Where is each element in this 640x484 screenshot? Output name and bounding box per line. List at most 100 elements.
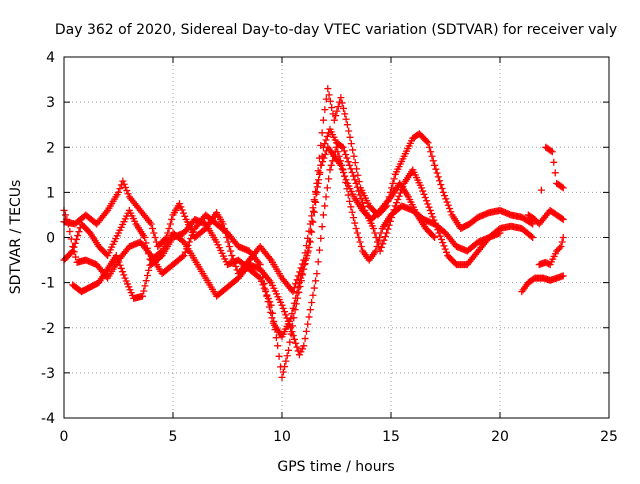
data-point (323, 132, 331, 140)
data-point (185, 238, 193, 246)
data-point (438, 185, 446, 193)
data-point (446, 204, 454, 212)
data-point (350, 214, 358, 222)
data-point (141, 234, 149, 241)
data-point (357, 243, 365, 251)
data-point (343, 154, 351, 162)
data-point (373, 243, 381, 251)
data-point (353, 183, 361, 191)
data-point (75, 228, 83, 236)
data-point (306, 238, 314, 246)
data-point (347, 165, 355, 173)
data-point (332, 112, 340, 120)
data-point (119, 268, 127, 276)
y-tick-label: -2 (41, 321, 55, 337)
data-point (432, 165, 440, 173)
data-point (424, 139, 432, 147)
data-point (311, 197, 319, 205)
series-track-h (542, 143, 567, 192)
data-point (309, 218, 317, 226)
data-point (302, 256, 310, 264)
data-point (180, 252, 188, 260)
data-point (288, 328, 296, 336)
data-point (147, 220, 155, 228)
data-point (308, 298, 316, 306)
data-point (112, 252, 120, 260)
data-point (351, 176, 359, 184)
data-point (142, 277, 150, 285)
data-point (424, 200, 432, 208)
data-point (321, 150, 329, 158)
data-point (558, 238, 566, 246)
data-point (300, 342, 308, 350)
data-point (264, 298, 272, 306)
data-point (338, 142, 346, 150)
data-point (428, 152, 436, 160)
data-point (63, 215, 71, 223)
data-point (371, 229, 379, 237)
y-tick-label: 3 (46, 95, 55, 111)
data-point (290, 299, 298, 307)
data-point (298, 270, 306, 278)
data-point (339, 104, 347, 112)
data-point (313, 270, 321, 278)
data-point (272, 334, 280, 342)
data-point (393, 199, 401, 207)
data-point (64, 220, 72, 228)
data-point (342, 150, 350, 158)
series-track-e (518, 272, 567, 296)
data-point (354, 171, 362, 179)
data-point (319, 211, 327, 219)
data-point (431, 161, 439, 169)
data-point (179, 253, 187, 261)
y-tick-label: -3 (41, 366, 55, 382)
data-point (340, 147, 348, 155)
data-point (441, 245, 449, 253)
data-point (310, 284, 318, 292)
data-point (305, 237, 313, 245)
data-point (150, 229, 158, 237)
data-point (305, 313, 313, 321)
data-point (286, 338, 294, 346)
data-point (321, 202, 329, 210)
data-point (304, 247, 312, 255)
data-point (292, 280, 300, 288)
data-point (548, 148, 556, 156)
data-point (326, 97, 334, 105)
data-point (278, 301, 286, 309)
data-point (188, 231, 196, 239)
data-point (346, 161, 354, 169)
x-tick-label: 15 (382, 429, 400, 445)
y-tick-label: -1 (41, 276, 55, 292)
data-point (149, 224, 157, 232)
data-point (380, 236, 388, 244)
data-point (184, 241, 192, 249)
data-point (395, 192, 403, 200)
data-point (325, 175, 333, 183)
data-point (559, 272, 567, 280)
data-point (429, 232, 437, 240)
data-point (334, 103, 342, 111)
data-point (260, 280, 268, 288)
data-point (333, 107, 341, 115)
data-point (294, 284, 302, 292)
data-point (326, 166, 334, 174)
data-point (289, 288, 297, 296)
data-point (176, 200, 184, 208)
y-tick-label: 4 (46, 50, 55, 66)
data-point (341, 110, 349, 118)
data-point (258, 267, 266, 275)
data-point (120, 180, 128, 188)
data-point (419, 187, 427, 195)
data-point (299, 265, 307, 273)
data-point (439, 188, 447, 196)
data-point (189, 228, 197, 236)
y-tick-label: 2 (46, 140, 55, 156)
data-point (333, 143, 340, 151)
data-point (347, 140, 355, 148)
data-point (347, 203, 355, 211)
data-point (321, 106, 329, 114)
data-point (187, 235, 195, 243)
